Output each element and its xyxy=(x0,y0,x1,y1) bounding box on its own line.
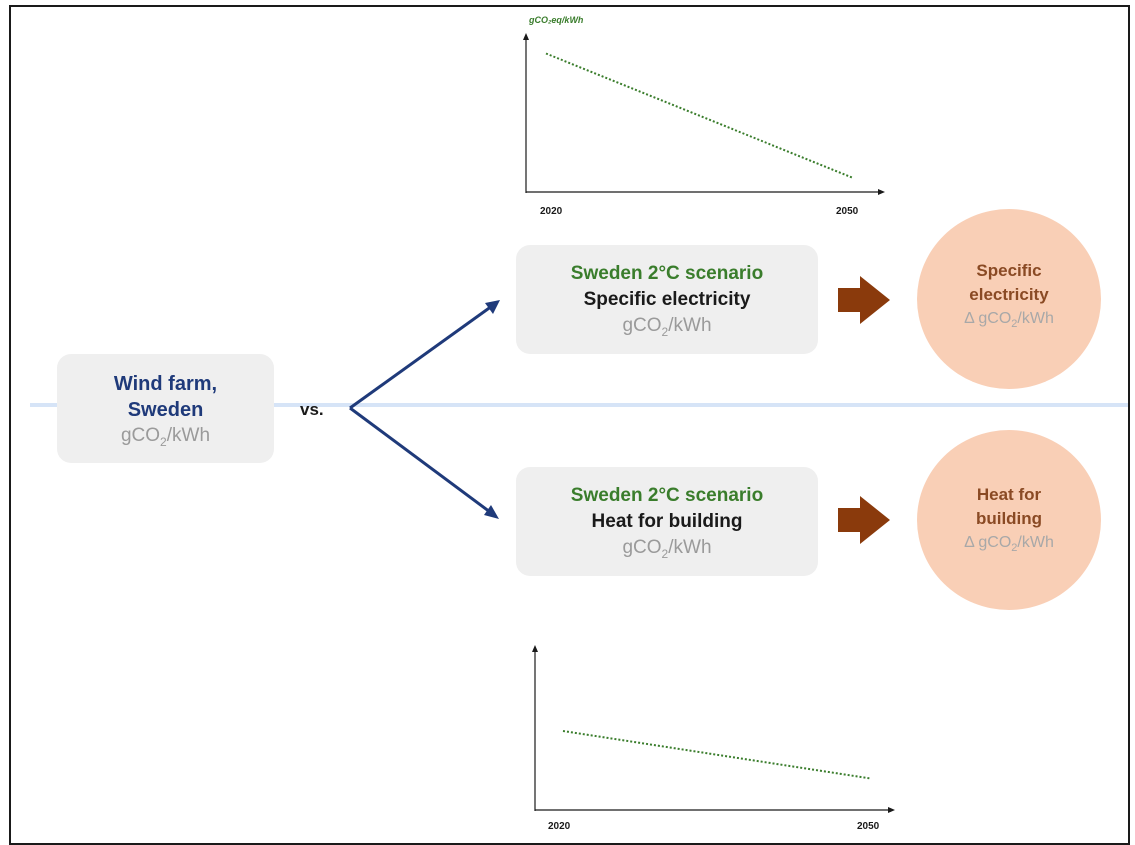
result-unit: Δ gCO2/kWh xyxy=(964,534,1054,555)
chart-top-y-label: gCO₂eq/kWh xyxy=(529,15,584,25)
source-box: Wind farm, Sweden gCO2/kWh xyxy=(57,354,274,463)
trend-line-series-0 xyxy=(545,52,853,179)
scenario-unit: gCO2/kWh xyxy=(622,537,712,561)
branch-arrow-up xyxy=(349,300,500,410)
scenario-unit: gCO2/kWh xyxy=(622,315,712,339)
result-title-line1: Heat for xyxy=(976,485,1042,504)
result-title-line2: electricity xyxy=(969,285,1049,304)
vs-label: vs. xyxy=(300,400,324,419)
source-title-line1: Wind farm, xyxy=(113,373,218,395)
chart-bottom xyxy=(532,645,895,813)
scenario-name: Specific electricity xyxy=(583,289,751,310)
chart-top-x-axis-arrow xyxy=(878,189,885,195)
source-unit: gCO2/kWh xyxy=(120,425,211,449)
chart-bottom-y-axis-arrow xyxy=(532,645,538,652)
scenario-label: Sweden 2°C scenario xyxy=(570,485,764,506)
chart-bottom-tick-2050: 2050 xyxy=(857,821,880,832)
source-title-line2: Sweden xyxy=(127,399,204,421)
scenario-box-electricity: Sweden 2°C scenario Specific electricity… xyxy=(516,245,818,354)
chart-bottom-x-axis-arrow xyxy=(888,807,895,813)
trend-line-series-0 xyxy=(562,730,871,780)
chart-top-tick-2020: 2020 xyxy=(540,206,563,217)
result-arrow-bottom xyxy=(838,496,890,544)
chart-bottom-tick-2020: 2020 xyxy=(548,821,571,832)
result-circle-heat: Heat for building Δ gCO2/kWh xyxy=(917,430,1101,610)
result-unit: Δ gCO2/kWh xyxy=(964,310,1054,331)
scenario-label: Sweden 2°C scenario xyxy=(570,263,764,284)
scenario-name: Heat for building xyxy=(591,511,743,532)
result-arrow-top xyxy=(838,276,890,324)
chart-top-y-axis-arrow xyxy=(523,33,529,40)
result-title-line2: building xyxy=(975,509,1043,528)
branch-arrow-down xyxy=(349,406,499,519)
result-title-line1: Specific xyxy=(976,261,1042,280)
scenario-box-heat: Sweden 2°C scenario Heat for building gC… xyxy=(516,467,818,576)
chart-top-tick-2050: 2050 xyxy=(836,206,859,217)
result-circle-electricity: Specific electricity Δ gCO2/kWh xyxy=(917,209,1101,389)
chart-top xyxy=(523,33,885,195)
